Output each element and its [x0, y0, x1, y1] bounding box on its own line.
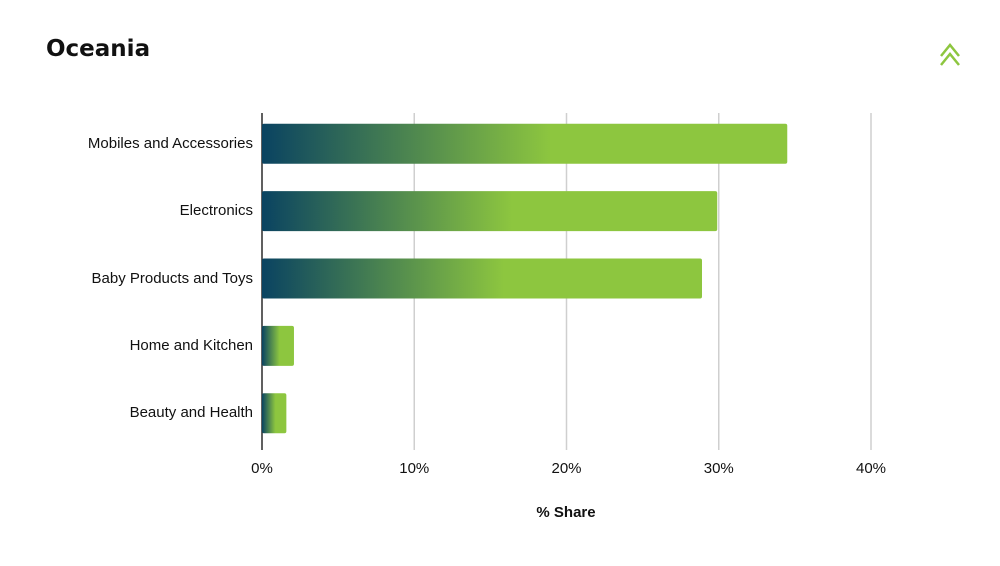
y-tick-label: Electronics [179, 202, 253, 220]
bar [262, 123, 788, 164]
bar [262, 258, 703, 299]
x-tick-label: 20% [551, 460, 581, 477]
bar [262, 325, 294, 366]
bar [262, 393, 287, 434]
y-tick-label: Beauty and Health [129, 404, 253, 422]
x-tick-label: 30% [704, 460, 734, 477]
bar [262, 191, 718, 232]
logo [940, 43, 960, 66]
y-tick-label: Baby Products and Toys [91, 269, 253, 287]
x-tick-label: 0% [251, 460, 273, 477]
chart-title: Oceania [46, 36, 151, 62]
x-tick-label: 40% [856, 460, 886, 477]
y-tick-label: Home and Kitchen [129, 336, 253, 354]
x-axis-label: % Share [536, 504, 595, 521]
x-tick-label: 10% [399, 460, 429, 477]
y-tick-label: Mobiles and Accessories [87, 134, 253, 152]
